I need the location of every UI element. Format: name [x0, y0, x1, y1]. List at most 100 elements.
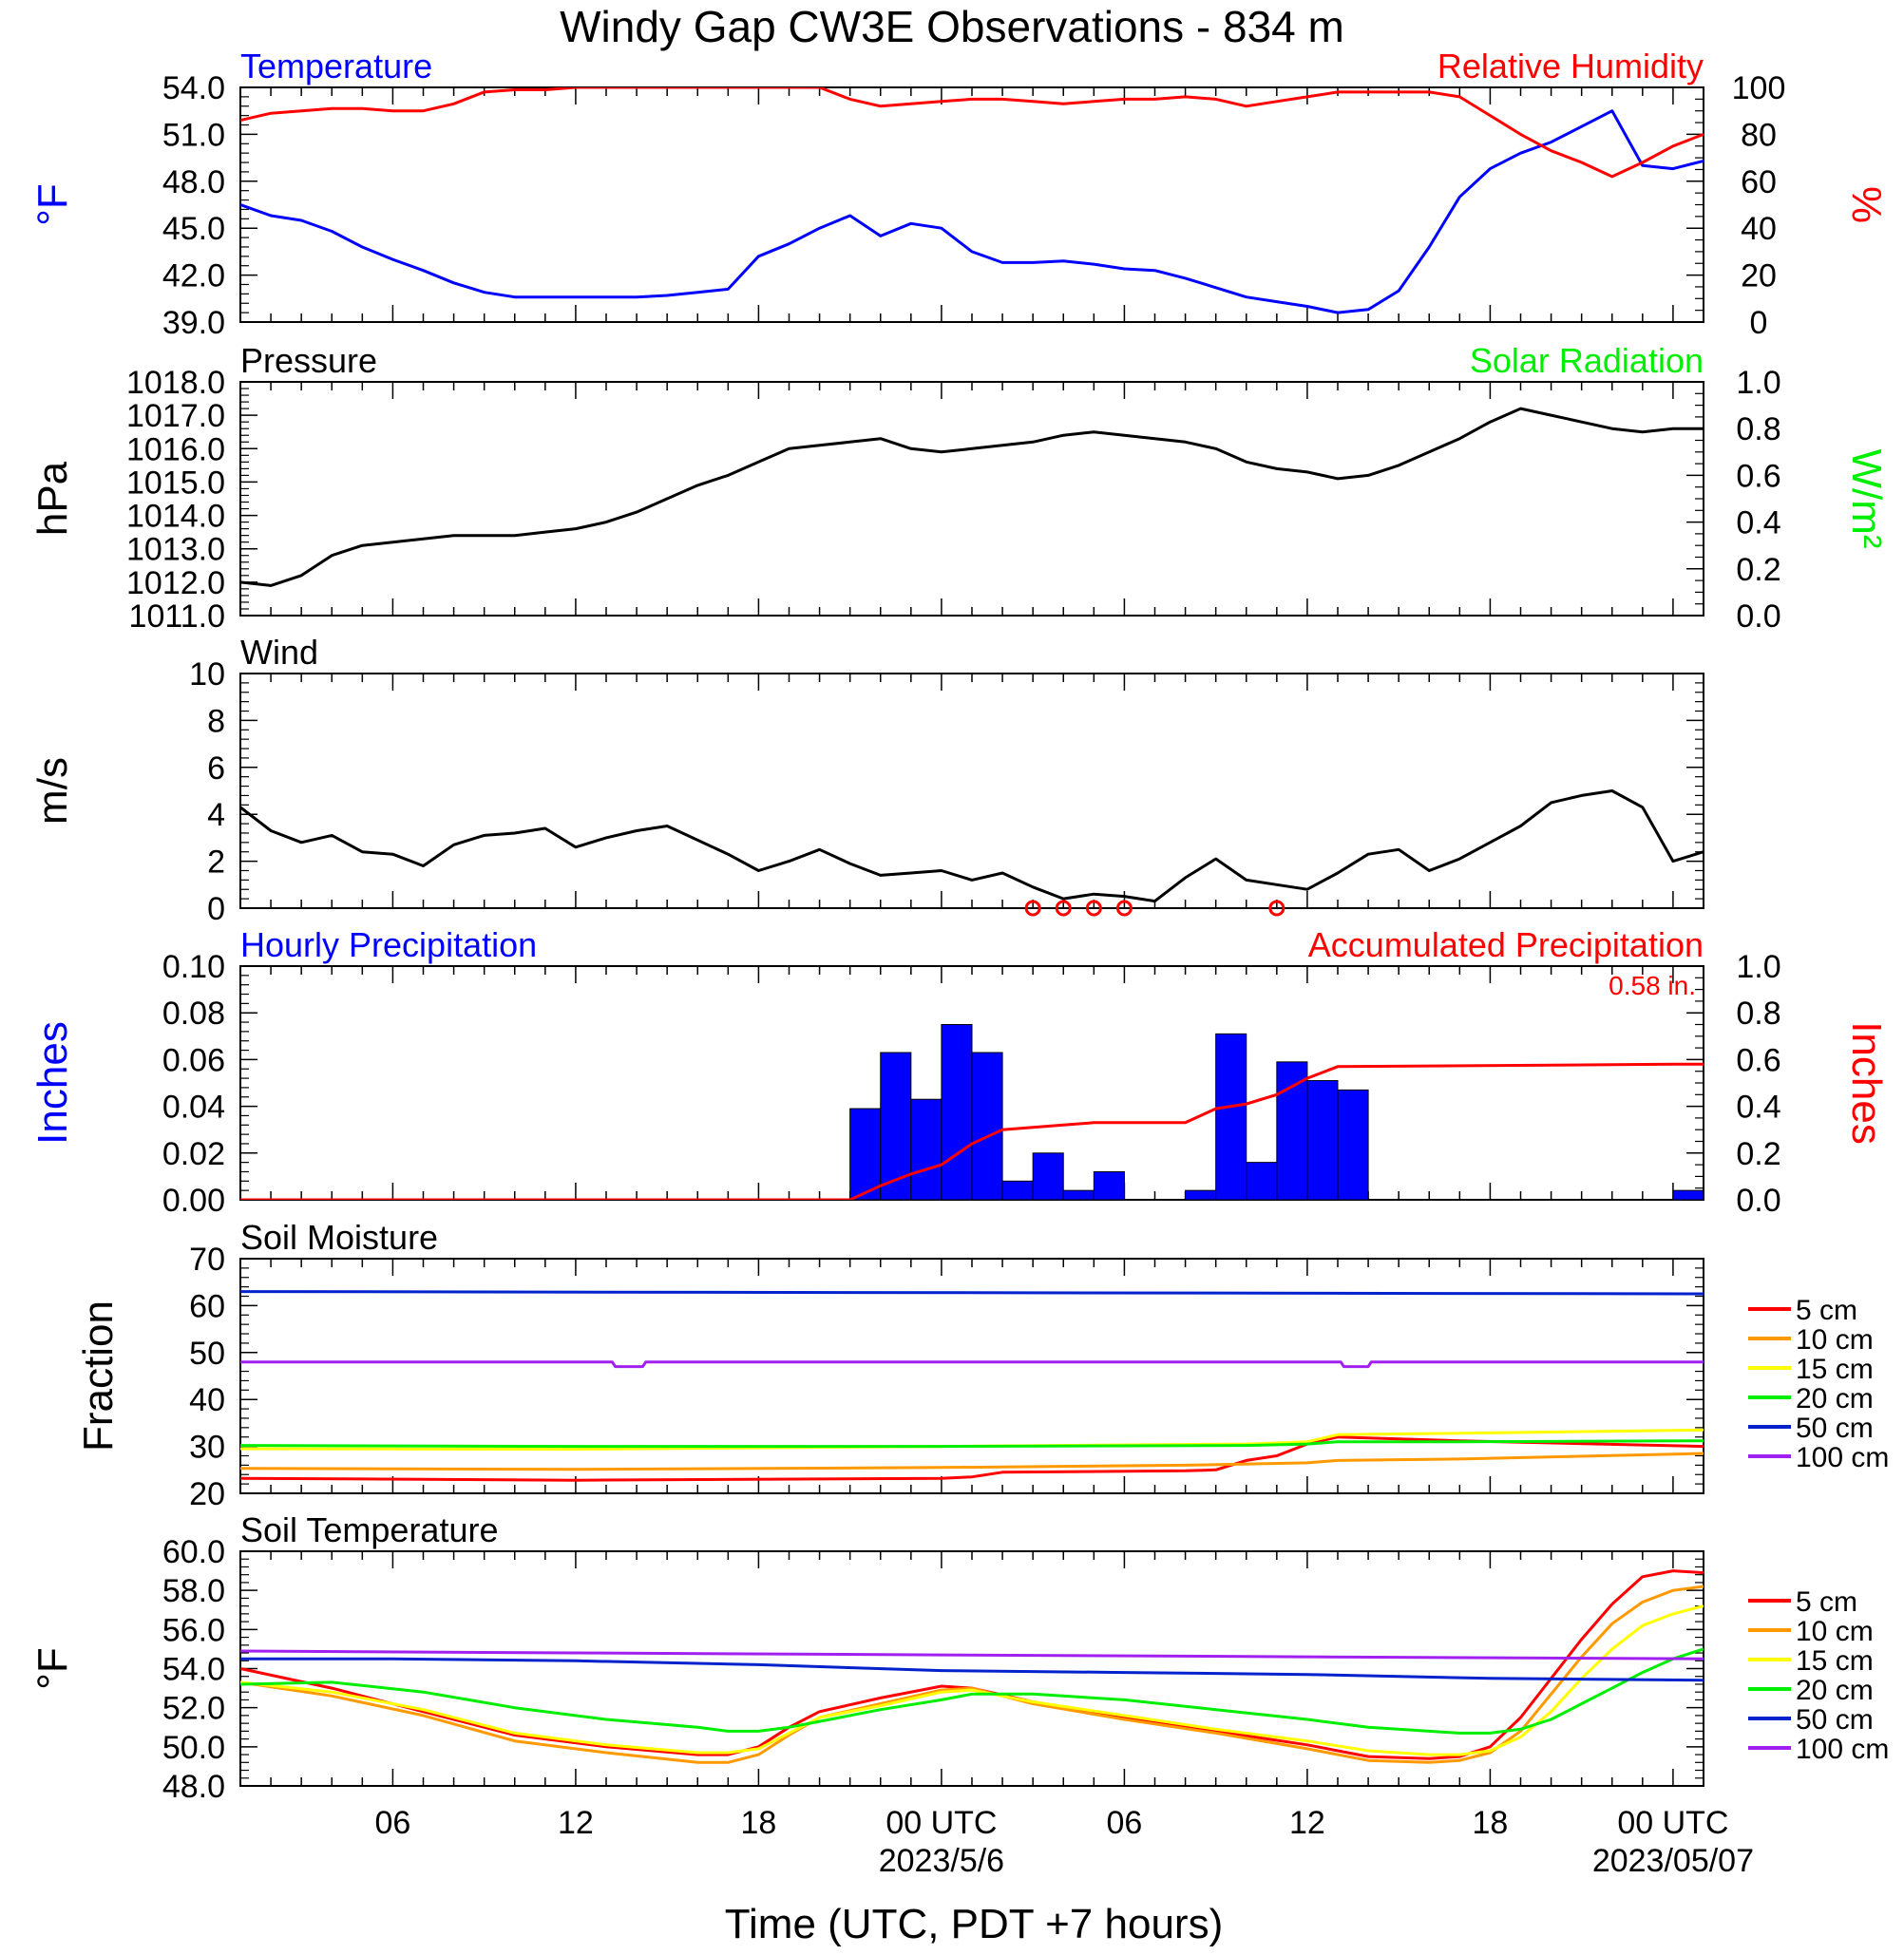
- y-tick-label-left: 4: [207, 797, 225, 833]
- y-tick-label-left: 0.04: [162, 1090, 225, 1126]
- x-tick-label: 18: [741, 1805, 777, 1841]
- y-tick-label-right: 0.6: [1736, 1042, 1780, 1078]
- y-tick-label-right: 0.8: [1736, 411, 1780, 447]
- legend-label: 50 cm: [1796, 1413, 1874, 1444]
- y-tick-label-left: 51.0: [162, 117, 225, 153]
- y-axis-label-left: m/s: [29, 757, 76, 825]
- precip-bar: [1246, 1162, 1278, 1200]
- plot-area-soil_temp: [240, 1569, 1704, 1764]
- panel-title-left: Temperature: [240, 47, 432, 85]
- y-tick-label-left: 6: [207, 750, 225, 787]
- panel-precip: 0.00 0.02 0.04 0.06 0.08 0.10 0.0 0.2 0.4 0.6 0.8 1…: [29, 925, 1890, 1219]
- y-tick-label-left: 54.0: [162, 70, 225, 106]
- series-line-15-cm: [240, 1604, 1704, 1756]
- y-tick-label-right: 0.0: [1736, 598, 1780, 635]
- series-line-left: [240, 407, 1704, 587]
- y-tick-label-left: 39.0: [162, 305, 225, 341]
- y-tick-label-left: 1017.0: [126, 398, 225, 434]
- panel-title-left: Hourly Precipitation: [240, 925, 537, 964]
- y-tick-label-right: 80: [1741, 117, 1777, 153]
- panel-wind: 0 2 4 6 8 10 Wind m/s: [29, 633, 1704, 927]
- panel-title-right: Solar Radiation: [1470, 341, 1704, 380]
- y-tick-label-right: 1.0: [1736, 949, 1780, 985]
- x-tick-label: 18: [1473, 1805, 1509, 1841]
- y-tick-label-right: 0.6: [1736, 458, 1780, 494]
- y-tick-label-right: 1.0: [1736, 365, 1780, 401]
- y-axis-label-right: W/m²: [1843, 448, 1890, 548]
- y-axis-label-right: Inches: [1843, 1021, 1890, 1145]
- plot-area-soil_moisture: [240, 1290, 1704, 1482]
- y-tick-label-left: 45.0: [162, 211, 225, 247]
- panel-title-left: Wind: [240, 633, 318, 672]
- legend-label: 5 cm: [1796, 1586, 1857, 1618]
- plot-area-wind: [240, 789, 1704, 903]
- precip-bar: [1093, 1170, 1125, 1200]
- panel-title-right: Relative Humidity: [1438, 47, 1704, 85]
- y-tick-label-left: 50: [189, 1336, 225, 1372]
- y-tick-label-right: 0.2: [1736, 1136, 1780, 1172]
- legend-label: 20 cm: [1796, 1383, 1874, 1414]
- y-tick-label-left: 0.02: [162, 1136, 225, 1172]
- y-tick-label-right: 0.0: [1736, 1183, 1780, 1219]
- y-tick-label-left: 40: [189, 1382, 225, 1418]
- precip-bar: [1062, 1189, 1095, 1200]
- series-line-20-cm: [240, 1647, 1704, 1735]
- y-tick-label-left: 50.0: [162, 1730, 225, 1766]
- series-line-100-cm: [240, 1360, 1704, 1369]
- y-axis-label-left: hPa: [29, 461, 76, 536]
- y-tick-label-right: 0.4: [1736, 505, 1780, 541]
- x-axis-label: Time (UTC, PDT +7 hours): [725, 1901, 1223, 1947]
- series-line-15-cm: [240, 1428, 1704, 1452]
- panel-title-left: Soil Temperature: [240, 1510, 498, 1549]
- calm-wind-marker: [1024, 900, 1041, 917]
- y-tick-label-left: 10: [189, 656, 225, 693]
- calm-wind-marker: [1085, 900, 1102, 917]
- series-line-50-cm: [240, 1657, 1704, 1682]
- y-tick-label-left: 42.0: [162, 258, 225, 294]
- y-tick-label-left: 58.0: [162, 1573, 225, 1609]
- chart-title: Windy Gap CW3E Observations - 834 m: [560, 2, 1344, 51]
- y-tick-label-left: 30: [189, 1430, 225, 1466]
- x-tick-label: 12: [558, 1805, 594, 1841]
- panel-soil_temp: 48.050.052.054.0 56.058.060.0 Soil Tempera…: [29, 1510, 1889, 1805]
- panel-pressure: 1011.01012.01013.01014.01015.01016.01017…: [29, 341, 1890, 635]
- series-line-5-cm: [240, 1435, 1704, 1482]
- legend-label: 15 cm: [1796, 1354, 1874, 1385]
- y-tick-label-right: 60: [1741, 164, 1777, 200]
- calm-wind-marker: [1268, 900, 1285, 917]
- panel-soil_moisture: 20 30 40 50 60 70 Soil Moisture Fraction 5 cm10 …: [75, 1218, 1889, 1512]
- y-axis-label-left: Fraction: [75, 1300, 122, 1452]
- legend-label: 50 cm: [1796, 1704, 1874, 1736]
- calm-wind-marker: [1115, 900, 1133, 917]
- panel-title-left: Soil Moisture: [240, 1218, 438, 1257]
- panels: 39.042.045.048.051.054.0020406080100Temp…: [29, 47, 1890, 1805]
- panel-title-right: Accumulated Precipitation: [1308, 925, 1704, 964]
- series-line-50-cm: [240, 1290, 1704, 1296]
- precip-bar: [880, 1052, 912, 1200]
- y-tick-label-left: 0.06: [162, 1042, 225, 1078]
- y-tick-label-left: 60: [189, 1288, 225, 1324]
- y-tick-label-right: 40: [1741, 211, 1777, 247]
- legend-label: 100 cm: [1796, 1442, 1889, 1473]
- precip-bar: [1215, 1033, 1247, 1200]
- y-tick-label-left: 0.08: [162, 996, 225, 1032]
- plot-area-temp: [240, 87, 1704, 314]
- plot-area-precip: [240, 1024, 1704, 1200]
- y-tick-label-left: 1013.0: [126, 532, 225, 568]
- legend-label: 100 cm: [1796, 1734, 1889, 1765]
- precip-bar: [1276, 1061, 1308, 1200]
- y-tick-label-right: 0.2: [1736, 552, 1780, 588]
- precip-bar: [1672, 1189, 1704, 1200]
- x-tick-label: 00 UTC: [1617, 1805, 1728, 1841]
- y-tick-label-left: 0.00: [162, 1183, 225, 1219]
- precip-bar: [1185, 1189, 1217, 1200]
- y-tick-label-right: 0.8: [1736, 996, 1780, 1032]
- precip-total-annotation: 0.58 in.: [1609, 971, 1696, 1000]
- precip-bar: [1337, 1089, 1369, 1200]
- y-tick-label-right: 100: [1732, 70, 1786, 106]
